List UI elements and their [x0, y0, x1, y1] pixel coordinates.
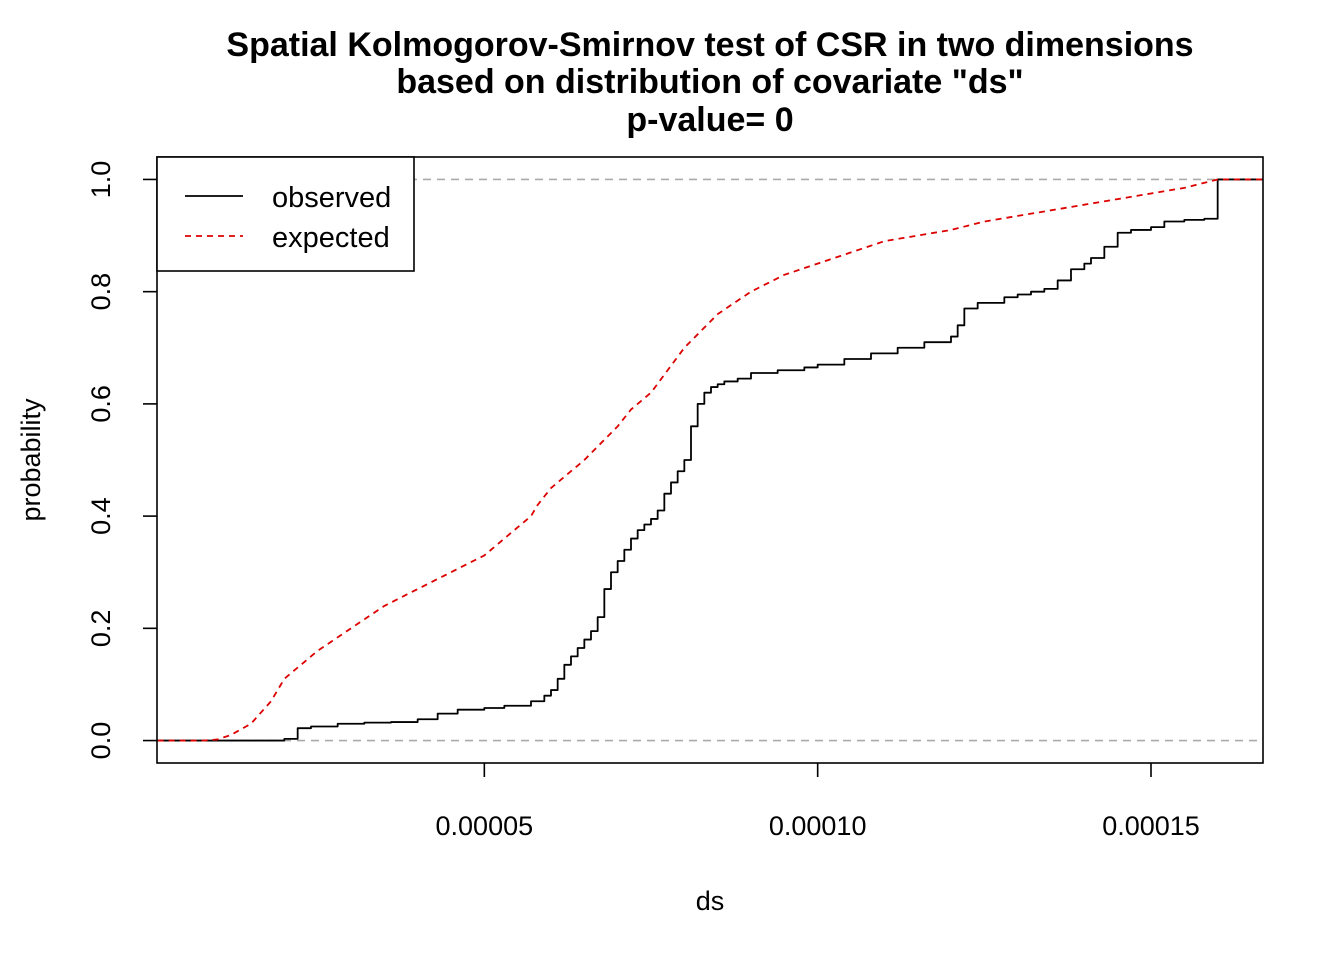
legend-label-expected: expected: [272, 222, 390, 254]
chart-title-line-3: p-value= 0: [626, 101, 793, 139]
y-tick-label: 0.4: [86, 497, 116, 535]
x-tick-label: 0.00005: [436, 811, 534, 841]
y-tick-label: 0.6: [86, 385, 116, 423]
series-layer: [157, 178, 1263, 742]
series-line-observed: [157, 178, 1263, 742]
y-axis-label: probability: [16, 398, 46, 522]
chart-title-line-1: Spatial Kolmogorov-Smirnov test of CSR i…: [226, 26, 1193, 64]
y-axis: 0.0 0.2 0.4 0.6 0.8 1.0: [86, 161, 157, 760]
x-tick-label: 0.00010: [769, 811, 867, 841]
legend-label-observed: observed: [272, 182, 391, 214]
chart-title-line-2: based on distribution of covariate "ds": [396, 63, 1023, 101]
y-tick-label: 0.8: [86, 273, 116, 311]
series-line-expected: [157, 178, 1263, 742]
y-tick-label: 0.2: [86, 610, 116, 648]
legend: observed expected: [156, 156, 415, 272]
legend-box: [156, 156, 415, 272]
x-tick-label: 0.00015: [1102, 811, 1200, 841]
x-axis: 0.00005 0.00010 0.00015: [436, 763, 1200, 841]
x-axis-label: ds: [696, 886, 725, 916]
y-tick-label: 0.0: [86, 722, 116, 760]
plot-frame: [156, 156, 1264, 764]
y-tick-label: 1.0: [86, 161, 116, 199]
